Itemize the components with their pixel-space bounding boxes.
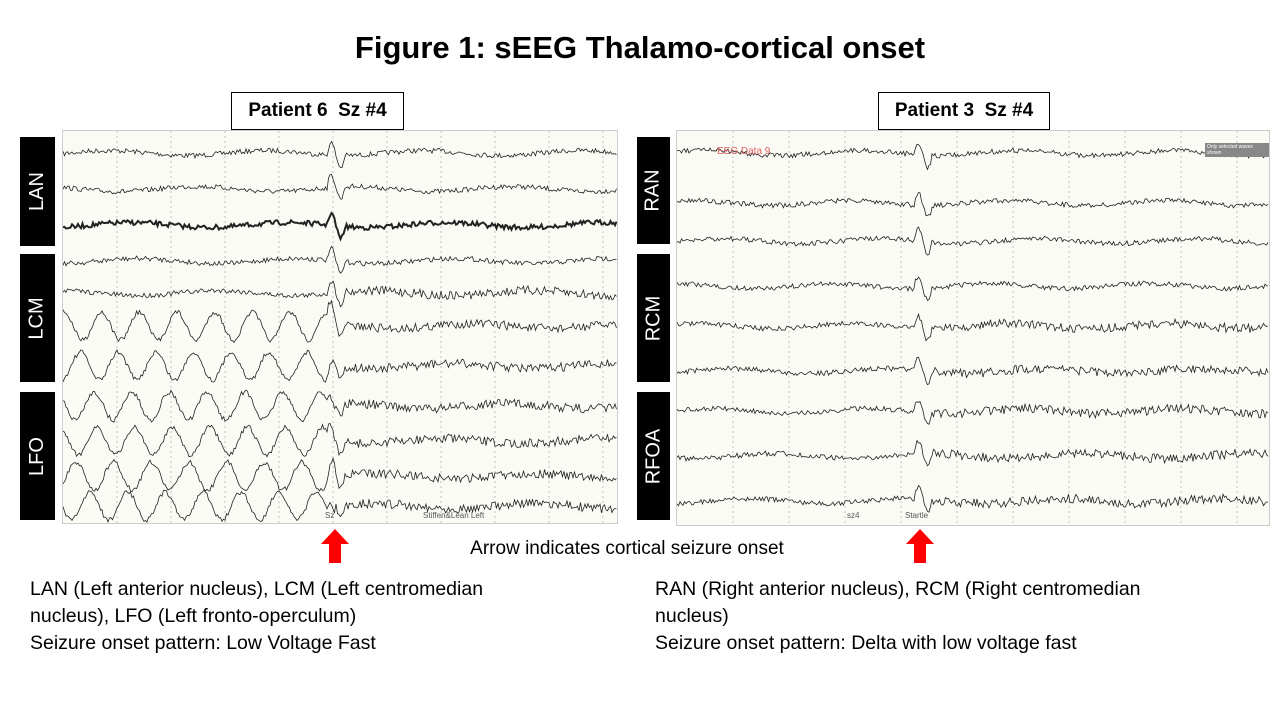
right-event-marker: Startle bbox=[905, 511, 928, 520]
eeg-trace bbox=[63, 175, 617, 200]
eeg-trace bbox=[677, 441, 1268, 466]
eeg-trace bbox=[63, 213, 617, 239]
channel-label-rcm: RCM bbox=[637, 254, 670, 382]
eeg-trace bbox=[677, 277, 1268, 300]
right-legend: RAN (Right anterior nucleus), RCM (Right… bbox=[655, 576, 1141, 657]
eeg-trace bbox=[677, 193, 1268, 216]
right-sz-marker: sz4 bbox=[847, 511, 859, 520]
left-legend-line: LAN (Left anterior nucleus), LCM (Left c… bbox=[30, 576, 483, 603]
eeg-trace bbox=[677, 357, 1268, 384]
figure-title: Figure 1: sEEG Thalamo-cortical onset bbox=[0, 30, 1280, 66]
channel-label-lfo: LFO bbox=[20, 392, 55, 520]
selected-waves-note: Only selected waves shown bbox=[1205, 143, 1269, 157]
left-eeg-traces bbox=[63, 131, 617, 523]
eeg-trace bbox=[677, 402, 1268, 425]
right-eeg-traces bbox=[677, 131, 1269, 525]
right-legend-line: nucleus) bbox=[655, 603, 1141, 630]
eeg-trace bbox=[63, 301, 617, 343]
right-legend-line: RAN (Right anterior nucleus), RCM (Right… bbox=[655, 576, 1141, 603]
left-legend-line: nucleus), LFO (Left fronto-operculum) bbox=[30, 603, 483, 630]
right-eeg-panel: EEG Data 9 Only selected waves shown sz4… bbox=[676, 130, 1270, 526]
right-legend-line: Seizure onset pattern: Delta with low vo… bbox=[655, 630, 1141, 657]
channel-label-rfoa: RFOA bbox=[637, 392, 670, 520]
right-patient-label: Patient 3 Sz #4 bbox=[878, 92, 1050, 130]
channel-label-ran: RAN bbox=[637, 137, 670, 244]
left-legend-line: Seizure onset pattern: Low Voltage Fast bbox=[30, 630, 483, 657]
eeg-trace bbox=[677, 314, 1268, 341]
channel-label-lcm: LCM bbox=[20, 254, 55, 382]
eeg-trace bbox=[63, 142, 617, 168]
eeg-trace bbox=[63, 350, 617, 382]
channel-label-lan: LAN bbox=[20, 137, 55, 246]
left-patient-label: Patient 6 Sz #4 bbox=[231, 92, 404, 130]
eeg-trace bbox=[63, 281, 617, 307]
eeg-data-label: EEG Data 9 bbox=[717, 146, 770, 157]
left-eeg-panel: Sz Stiffen&Lean Left bbox=[62, 130, 618, 524]
eeg-trace bbox=[63, 458, 617, 492]
eeg-trace bbox=[63, 490, 617, 522]
eeg-trace bbox=[677, 486, 1268, 513]
eeg-trace bbox=[63, 246, 617, 273]
eeg-trace bbox=[63, 390, 617, 422]
eeg-trace bbox=[677, 227, 1268, 255]
arrow-caption: Arrow indicates cortical seizure onset bbox=[0, 538, 1254, 560]
left-event-marker: Stiffen&Lean Left bbox=[423, 511, 484, 520]
left-legend: LAN (Left anterior nucleus), LCM (Left c… bbox=[30, 576, 483, 657]
eeg-trace bbox=[63, 423, 617, 456]
left-sz-marker: Sz bbox=[325, 511, 334, 520]
